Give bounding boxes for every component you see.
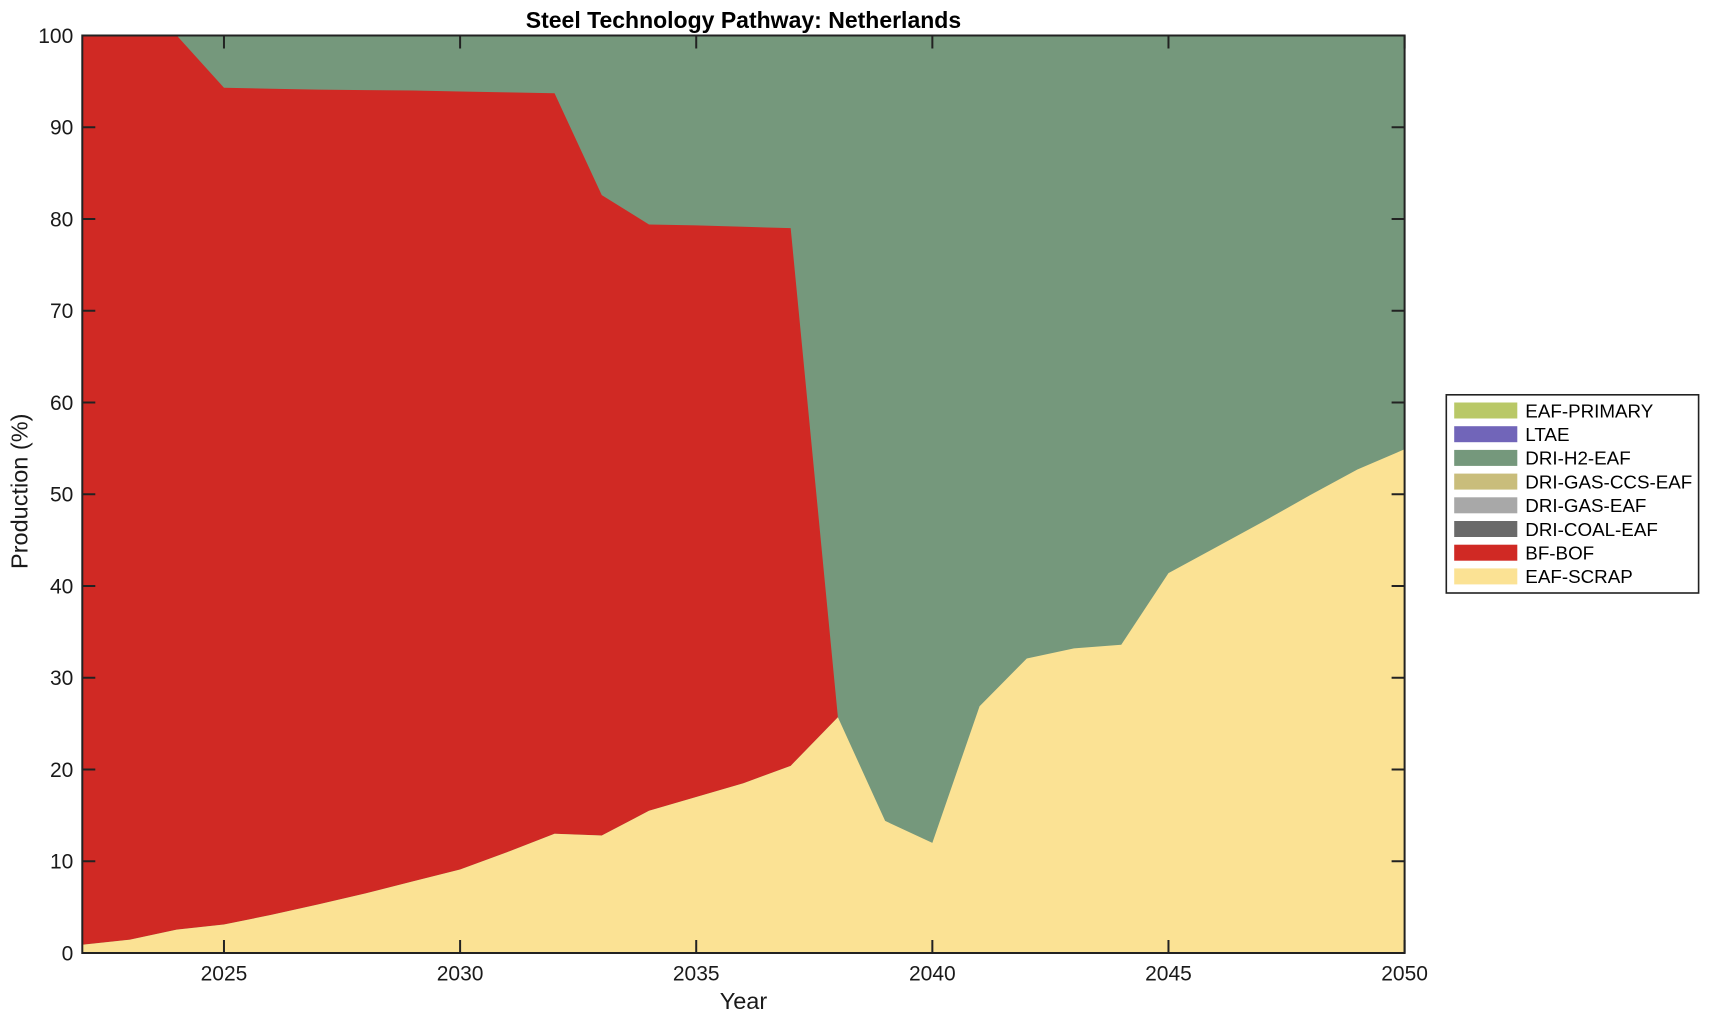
svg-text:30: 30 (50, 667, 73, 690)
svg-text:80: 80 (50, 208, 73, 231)
svg-text:2045: 2045 (1145, 963, 1192, 986)
svg-text:EAF-PRIMARY: EAF-PRIMARY (1525, 400, 1653, 421)
svg-text:40: 40 (50, 575, 73, 598)
svg-text:LTAE: LTAE (1525, 424, 1569, 445)
svg-text:DRI-GAS-CCS-EAF: DRI-GAS-CCS-EAF (1525, 471, 1692, 492)
svg-text:2030: 2030 (437, 963, 484, 986)
svg-text:2040: 2040 (909, 963, 956, 986)
svg-text:DRI-H2-EAF: DRI-H2-EAF (1525, 448, 1630, 469)
svg-text:60: 60 (50, 392, 73, 415)
svg-text:Steel Technology Pathway: Neth: Steel Technology Pathway: Netherlands (526, 7, 961, 33)
svg-text:90: 90 (50, 117, 73, 140)
svg-text:EAF-SCRAP: EAF-SCRAP (1525, 566, 1633, 587)
svg-text:Production (%): Production (%) (7, 414, 33, 569)
svg-text:20: 20 (50, 759, 73, 782)
svg-text:10: 10 (50, 851, 73, 874)
svg-text:50: 50 (50, 484, 73, 507)
svg-text:DRI-COAL-EAF: DRI-COAL-EAF (1525, 519, 1658, 540)
svg-text:70: 70 (50, 300, 73, 323)
svg-text:2035: 2035 (673, 963, 720, 986)
svg-text:Year: Year (720, 988, 768, 1014)
svg-text:2025: 2025 (201, 963, 248, 986)
svg-text:DRI-GAS-EAF: DRI-GAS-EAF (1525, 495, 1646, 516)
svg-text:BF-BOF: BF-BOF (1525, 543, 1594, 564)
svg-text:0: 0 (62, 942, 74, 965)
svg-text:100: 100 (38, 25, 73, 48)
svg-text:2050: 2050 (1381, 963, 1428, 986)
